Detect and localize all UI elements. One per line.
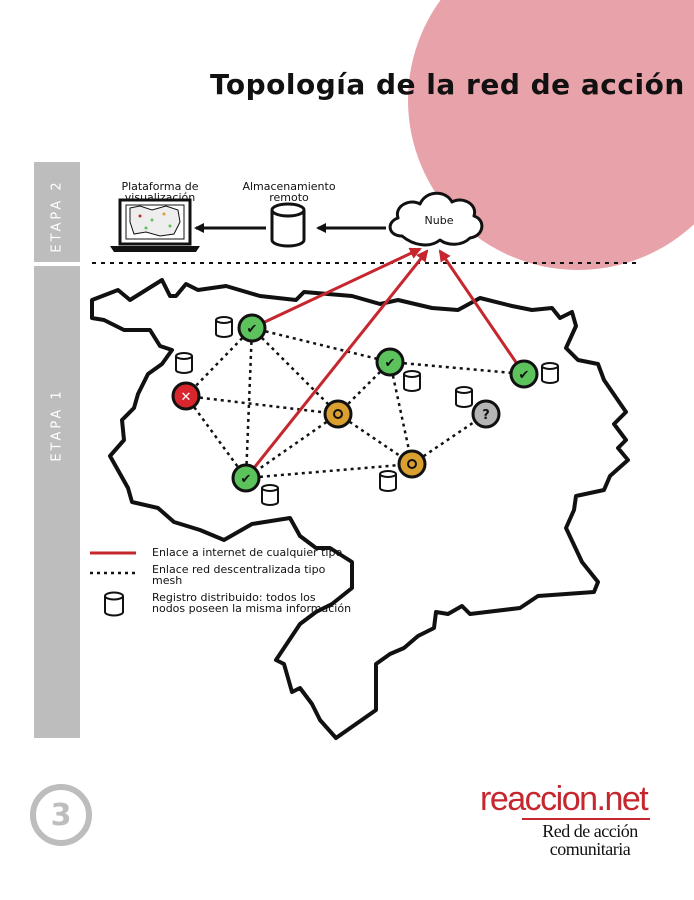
node-unknown: ? xyxy=(471,399,501,429)
mesh-link xyxy=(184,395,248,479)
legend-database-icon xyxy=(104,591,124,617)
svg-text:?: ? xyxy=(482,408,490,423)
node-ok: ✔ xyxy=(509,359,539,389)
database-icon xyxy=(175,352,193,374)
svg-text:✕: ✕ xyxy=(181,390,192,405)
visualization-platform-laptop-icon xyxy=(110,198,200,252)
remote-storage-database-icon xyxy=(270,202,306,248)
cloud-label: Nube xyxy=(424,214,454,227)
mesh-link xyxy=(251,326,391,364)
stage-1-bar xyxy=(34,266,80,738)
legend-internet-text: Enlace a internet de cualquier tipo xyxy=(152,546,343,559)
internet-link xyxy=(251,247,422,330)
brand-tagline: Red de acción comunitaria xyxy=(520,822,660,858)
mesh-link xyxy=(245,412,339,480)
svg-text:✔: ✔ xyxy=(247,322,258,337)
network-nodes: ✔ ✔ ✔ ✔ ✕ ? xyxy=(171,313,539,493)
mesh-link xyxy=(388,361,414,465)
node-pending xyxy=(397,449,427,479)
legend-distributed-text: Registro distribuido: todos los nodos po… xyxy=(152,591,352,615)
page-number: 3 xyxy=(30,784,92,846)
node-ok: ✔ xyxy=(237,313,267,343)
mesh-link xyxy=(337,361,391,415)
svg-text:✔: ✔ xyxy=(519,368,530,383)
page-title: Topología de la red de acción xyxy=(210,68,685,101)
node-ok: ✔ xyxy=(375,347,405,377)
storage-label: Almacenamiento remoto xyxy=(242,180,336,204)
database-icon xyxy=(379,470,397,492)
territory-map-outline xyxy=(90,278,630,740)
stage-2-bar xyxy=(34,162,80,262)
internet-link xyxy=(244,249,429,479)
database-icon xyxy=(261,484,279,506)
node-databases xyxy=(175,316,559,506)
node-ok: ✔ xyxy=(231,463,261,493)
mesh-link xyxy=(411,412,487,466)
database-icon xyxy=(215,316,233,338)
brand-underline xyxy=(522,818,650,820)
internet-links xyxy=(244,247,526,479)
cloud-icon xyxy=(388,191,484,247)
database-icon xyxy=(455,386,473,408)
platform-label: Plataforma de visualización xyxy=(121,180,199,204)
brand-tagline-line2: comunitaria xyxy=(549,839,631,859)
mesh-link xyxy=(185,394,339,416)
node-error: ✕ xyxy=(171,381,201,411)
brand-tagline-line1: Red de acción xyxy=(542,821,638,841)
svg-text:✔: ✔ xyxy=(241,472,252,487)
internet-link xyxy=(438,249,526,375)
brand-logo: reaccion.net xyxy=(480,780,649,818)
database-icon xyxy=(403,370,421,392)
mesh-links xyxy=(184,326,525,480)
svg-text:✔: ✔ xyxy=(385,356,396,371)
database-icon xyxy=(541,362,559,384)
mesh-link xyxy=(389,360,525,376)
mesh-link xyxy=(337,412,413,466)
legend-mesh-text: Enlace red descentralizada tipo mesh xyxy=(152,563,326,587)
mesh-link xyxy=(185,327,253,397)
node-pending xyxy=(323,399,353,429)
